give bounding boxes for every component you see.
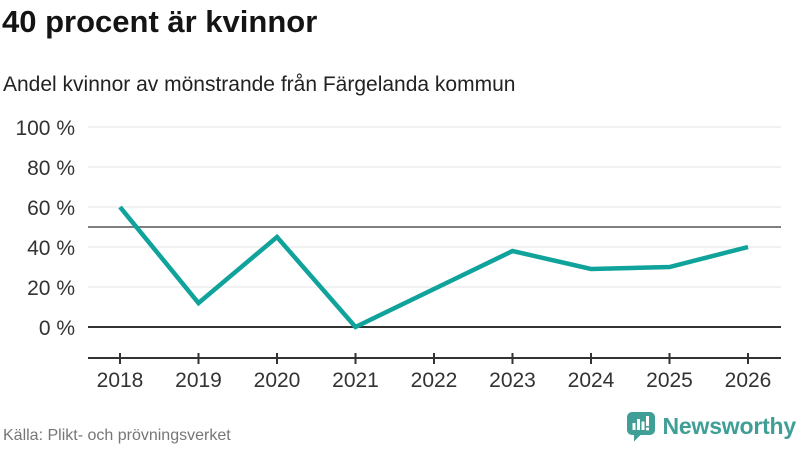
y-tick-label: 40 % xyxy=(27,237,75,260)
x-tick-label: 2021 xyxy=(332,369,379,392)
x-tick-label: 2023 xyxy=(489,369,536,392)
bar-1 xyxy=(632,422,636,430)
newsworthy-logo: Newsworthy xyxy=(626,410,796,442)
x-tick-label: 2026 xyxy=(725,369,772,392)
exclamation-dot xyxy=(645,427,649,430)
x-tick-label: 2022 xyxy=(411,369,458,392)
y-tick-label: 100 % xyxy=(15,117,75,140)
x-tick-label: 2018 xyxy=(97,369,144,392)
y-tick-label: 0 % xyxy=(39,317,75,340)
newsworthy-speech-bubble-icon xyxy=(626,411,655,441)
y-tick-label: 60 % xyxy=(27,197,75,220)
bar-2 xyxy=(636,418,640,430)
y-tick-label: 20 % xyxy=(27,277,75,300)
chart-line xyxy=(118,205,749,330)
bar-3 xyxy=(641,421,645,430)
line-chart: 0 % 20 % 40 % 60 % 80 % 100 % 2018 2019 2020 2021… xyxy=(15,117,781,392)
x-tick-label: 2019 xyxy=(175,369,222,392)
y-tick-label: 80 % xyxy=(27,157,75,180)
chart-subtitle: Andel kvinnor av mönstrande från Färgela… xyxy=(3,73,516,96)
x-tick-label: 2025 xyxy=(646,369,693,392)
source-attribution: Källa: Plikt- och prövningsverket xyxy=(3,427,231,444)
bubble-shape xyxy=(626,411,655,441)
page-title: 40 procent är kvinnor xyxy=(2,4,318,39)
x-tick-label: 2020 xyxy=(254,369,301,392)
exclamation-stroke xyxy=(645,415,649,426)
x-tick-label: 2024 xyxy=(568,369,615,392)
brand-name: Newsworthy xyxy=(662,412,797,439)
